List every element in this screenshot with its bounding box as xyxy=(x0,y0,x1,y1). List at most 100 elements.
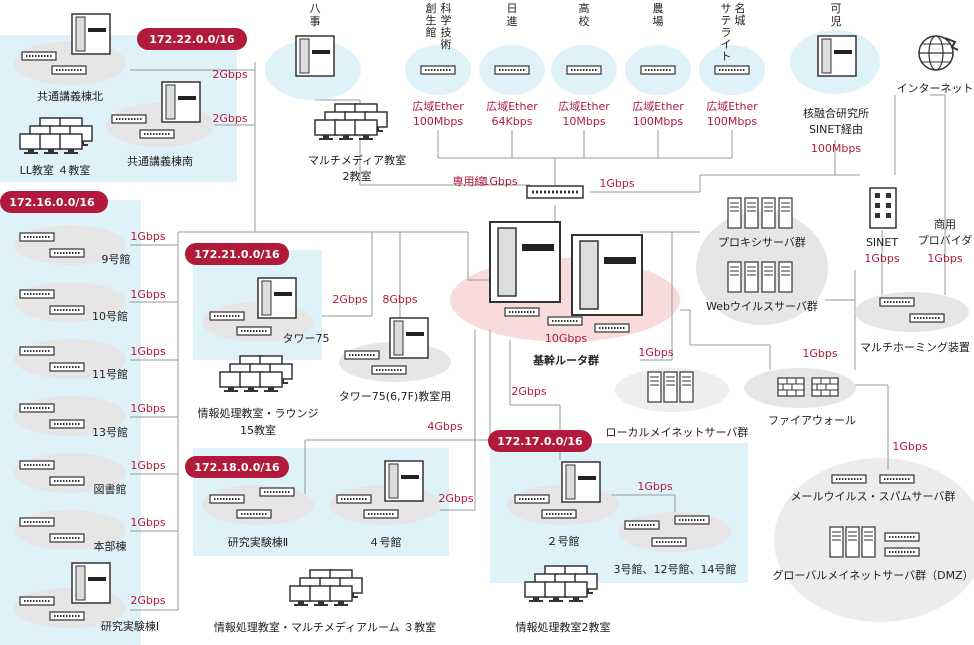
svg-text:科: 科 xyxy=(441,1,452,15)
svg-text:1Gbps: 1Gbps xyxy=(130,288,165,301)
building-11-label: 11号館 xyxy=(92,367,128,381)
kenkyu1-node xyxy=(14,562,126,628)
svg-text:100Mbps: 100Mbps xyxy=(633,115,683,128)
speed-kita: 2Gbps xyxy=(212,68,247,81)
speed-tower75: 2Gbps xyxy=(332,293,367,306)
building-4-label: ４号館 xyxy=(369,535,402,549)
svg-text:172.22.0.0/16: 172.22.0.0/16 xyxy=(149,33,235,46)
svg-text:学: 学 xyxy=(441,13,452,27)
kenkyu2-label: 研究実験棟Ⅱ xyxy=(228,535,288,549)
svg-text:日: 日 xyxy=(507,2,518,15)
building-13-node xyxy=(14,396,126,436)
honbu-node xyxy=(14,510,126,550)
svg-text:広域Ether: 広域Ether xyxy=(486,100,538,113)
site-nisshin-label: 日 進 xyxy=(507,2,518,28)
subnet-172-18: 172.18.0.0/16 xyxy=(185,456,289,478)
subnet-172-22: 172.22.0.0/16 xyxy=(137,28,247,50)
svg-text:1Gbps: 1Gbps xyxy=(130,230,165,243)
info-lounge-label-2: 15教室 xyxy=(240,423,276,437)
core-speed: 10Gbps xyxy=(545,332,587,345)
tower75-node xyxy=(202,277,314,342)
web-virus-label: Webウイルスサーバ群 xyxy=(706,299,818,313)
commercial-label-1: 商用 xyxy=(934,217,956,231)
site-meijo-label: 名 城 xyxy=(735,1,746,27)
sinet-label: SINET xyxy=(866,236,898,249)
multimedia-label-2: 2教室 xyxy=(343,169,372,183)
local-server-node xyxy=(615,368,729,412)
wan-sites xyxy=(405,45,765,95)
kani-label-1: 可 xyxy=(831,2,842,15)
kenkyu1-label: 研究実験棟Ⅰ xyxy=(101,619,159,633)
subnet-172-21: 172.21.0.0/16 xyxy=(185,243,289,265)
site-satellite-label: サ テ ラ イ ト xyxy=(721,2,732,63)
subnet-172-16: 172.16.0.0/16 xyxy=(0,191,108,213)
library-label: 図書館 xyxy=(94,482,127,496)
commercial-speed: 1Gbps xyxy=(927,252,962,265)
sinet-speed: 1Gbps xyxy=(864,252,899,265)
firewall-label: ファイアウォール xyxy=(768,414,856,427)
svg-text:高: 高 xyxy=(579,1,590,15)
svg-text:10Mbps: 10Mbps xyxy=(562,115,605,128)
svg-text:広域Ether: 広域Ether xyxy=(632,100,684,113)
building-10-label: 10号館 xyxy=(92,309,128,323)
hachiji-label-2: 事 xyxy=(310,15,321,28)
global-server-label: グローバルメイネットサーバ群（DMZ） xyxy=(772,568,973,582)
internet-label: インターネット xyxy=(897,82,974,95)
svg-text:創: 創 xyxy=(426,1,437,15)
building-13-label: 13号館 xyxy=(92,425,128,439)
svg-text:ト: ト xyxy=(721,50,732,63)
svg-text:広域Ether: 広域Ether xyxy=(412,100,464,113)
svg-text:広域Ether: 広域Ether xyxy=(706,100,758,113)
mail-server-label: メールウイルス・スパムサーバ群 xyxy=(791,489,956,503)
local-server-speed: 1Gbps xyxy=(638,346,673,359)
building-9-node xyxy=(14,225,126,265)
svg-text:進: 進 xyxy=(507,15,518,28)
senyo-label: 専用線 xyxy=(453,174,486,188)
svg-text:館: 館 xyxy=(426,25,437,39)
wan-switch-icon xyxy=(525,184,585,200)
svg-text:100Mbps: 100Mbps xyxy=(413,115,463,128)
svg-text:100Mbps: 100Mbps xyxy=(707,115,757,128)
building-2-node xyxy=(507,461,619,525)
kyotsu-kita-label: 共通講義棟北 xyxy=(37,89,103,103)
internet-globe-icon xyxy=(918,35,959,71)
svg-text:生: 生 xyxy=(426,13,437,27)
svg-text:城: 城 xyxy=(735,14,746,27)
senyo-speed: 1Gbps xyxy=(482,175,517,188)
ll-label: LL教室 ４教室 xyxy=(20,163,91,177)
tower75-label: タワー75 xyxy=(283,332,330,345)
site-kagaku-label: 科 学 技 術 xyxy=(441,1,452,51)
svg-text:名: 名 xyxy=(735,1,746,15)
dmz-speed: 1Gbps xyxy=(892,440,927,453)
info-lounge-pcs-icon xyxy=(220,356,292,392)
speed-tower75-room: 8Gbps xyxy=(382,293,417,306)
hachiji-label-1: 八 xyxy=(310,2,321,15)
svg-text:校: 校 xyxy=(579,14,590,28)
speed-2g-to-17: 2Gbps xyxy=(511,385,546,398)
svg-text:場: 場 xyxy=(653,15,664,28)
info2-label: 情報処理教室2教室 xyxy=(516,620,611,634)
nuclear-label-1: 核融合研究所 xyxy=(803,106,869,120)
svg-text:イ: イ xyxy=(721,38,732,51)
svg-text:術: 術 xyxy=(441,38,452,51)
multimedia-pcs-icon xyxy=(315,104,387,140)
hachiji-node xyxy=(265,35,361,100)
svg-text:172.17.0.0/16: 172.17.0.0/16 xyxy=(497,435,583,448)
building-9-label: 9号館 xyxy=(102,252,131,266)
svg-text:ラ: ラ xyxy=(721,26,732,39)
svg-text:テ: テ xyxy=(721,14,732,27)
library-node xyxy=(14,453,126,493)
speed-minami: 2Gbps xyxy=(212,112,247,125)
svg-text:172.21.0.0/16: 172.21.0.0/16 xyxy=(194,248,280,261)
building-2-label: ２号館 xyxy=(547,534,580,548)
wan-speed-labels: 広域Ether 100Mbps 広域Ether 64Kbps 広域Ether 1… xyxy=(412,100,758,128)
kyotsu-minami-node xyxy=(106,81,214,147)
tower75-room-label: タワー75(6,7F)教室用 xyxy=(339,389,451,403)
svg-text:農: 農 xyxy=(653,1,664,15)
svg-text:技: 技 xyxy=(441,26,452,39)
honbu-label: 本部棟 xyxy=(94,539,127,553)
kyotsu-kita-node xyxy=(14,13,126,85)
multimedia-label-1: マルチメディア教室 xyxy=(308,153,406,167)
core-router-zone xyxy=(450,258,680,342)
